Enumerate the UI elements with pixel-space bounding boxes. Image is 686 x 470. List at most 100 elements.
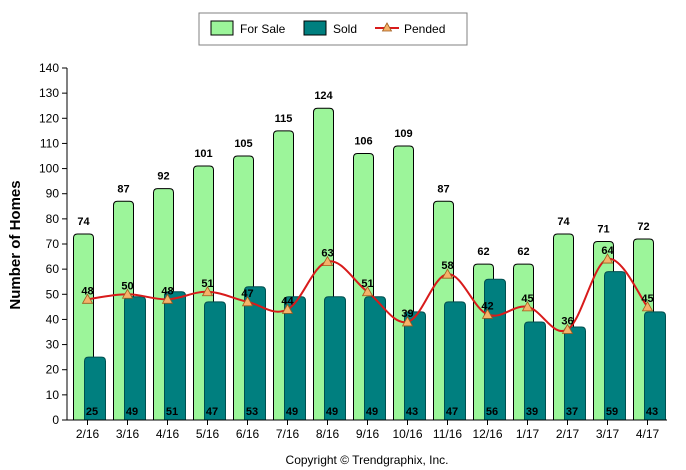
pended-value-label: 36: [561, 315, 573, 327]
pended-value-label: 45: [521, 293, 533, 305]
x-tick-label: 3/17: [596, 427, 620, 441]
y-tick-label: 30: [46, 338, 60, 352]
x-tick-label: 4/17: [636, 427, 660, 441]
pended-marker: [121, 288, 134, 299]
sold-value-label: 47: [446, 406, 458, 418]
for-sale-value-label: 124: [314, 90, 333, 102]
y-tick-label: 110: [40, 136, 59, 150]
pended-marker: [161, 293, 174, 304]
y-tick-label: 60: [46, 262, 60, 276]
sold-value-label: 49: [326, 406, 338, 418]
x-tick-label: 5/16: [196, 427, 220, 441]
legend-swatch-for-sale: [210, 20, 234, 36]
pended-value-label: 63: [321, 248, 333, 260]
pended-value-label: 39: [401, 308, 413, 320]
y-tick-label: 70: [46, 237, 60, 251]
pended-marker: [641, 301, 654, 312]
x-tick-label: 6/16: [236, 427, 260, 441]
sold-bar: [84, 356, 106, 421]
for-sale-value-label: 87: [437, 183, 449, 195]
sold-value-label: 49: [126, 406, 138, 418]
y-axis-ticks: 0 10 20 30 40 50 60 70 80 90 100 110 120 130 140: [39, 61, 67, 427]
pended-value-label: 47: [241, 288, 253, 300]
sold-bar: [244, 286, 266, 421]
pended-value-label: 51: [201, 278, 213, 290]
sold-value-label: 59: [606, 406, 618, 418]
legend-label-pended: Pended: [404, 22, 445, 36]
pended-value-label: 48: [81, 285, 93, 297]
pended-marker: [321, 255, 334, 267]
data-labels: 74 87 92 101 105 115 124 106 109 87 62 62 74 71 72 25 49…: [77, 90, 658, 418]
x-tick-label: 11/16: [433, 427, 462, 441]
x-tick-label: 10/16: [392, 427, 422, 441]
sold-value-label: 49: [286, 406, 298, 418]
y-tick-label: 90: [46, 187, 60, 201]
x-tick-label: 4/16: [156, 427, 180, 441]
pended-marker: [601, 253, 614, 264]
pended-marker: [281, 303, 294, 314]
sold-bar: [404, 311, 426, 421]
pended-value-label: 42: [481, 300, 493, 312]
x-tick-label: 3/16: [116, 427, 140, 441]
x-tick-label: 2/16: [76, 427, 100, 441]
sold-value-label: 43: [406, 406, 418, 418]
sold-value-label: 49: [366, 406, 378, 418]
y-tick-label: 50: [46, 287, 60, 301]
pended-marker: [561, 323, 574, 334]
for-sale-value-label: 105: [234, 138, 252, 150]
sold-value-label: 39: [526, 406, 538, 418]
sold-bar: [284, 296, 306, 421]
x-tick-label: 12/16: [472, 427, 502, 441]
sold-bar: [164, 291, 186, 421]
for-sale-value-label: 106: [354, 135, 372, 147]
pended-line: [81, 253, 654, 334]
sold-bar: [204, 301, 226, 421]
for-sale-value-label: 101: [194, 148, 212, 160]
pended-marker: [401, 316, 414, 327]
legend-swatch-sold: [303, 20, 327, 36]
x-tick-label: 8/16: [316, 427, 340, 441]
pended-marker: [201, 285, 214, 297]
pended-marker: [241, 296, 254, 307]
sold-value-label: 37: [566, 406, 578, 418]
pended-marker: [81, 293, 94, 304]
for-sale-value-label: 87: [117, 183, 129, 195]
pended-marker: [361, 285, 374, 297]
sold-bar: [444, 301, 466, 421]
pended-marker: [481, 308, 494, 319]
for-sale-value-label: 115: [275, 113, 293, 125]
pended-value-label: 64: [601, 245, 614, 257]
y-tick-label: 0: [52, 413, 59, 427]
sold-bar: [364, 296, 386, 421]
y-tick-label: 10: [46, 388, 60, 402]
for-sale-value-label: 109: [394, 128, 412, 140]
sold-value-label: 53: [246, 406, 258, 418]
legend: For Sale Sold Pended: [198, 12, 468, 46]
pended-value-label: 58: [441, 260, 453, 272]
pended-value-label: 45: [641, 293, 653, 305]
copyright-text: Copyright © Trendgraphix, Inc.: [286, 453, 449, 467]
sold-value-label: 25: [86, 406, 98, 418]
pended-marker: [441, 268, 454, 279]
for-sale-value-label: 62: [477, 246, 489, 258]
for-sale-value-label: 71: [597, 223, 609, 235]
for-sale-value-label: 72: [637, 221, 649, 233]
legend-marker-pended: [381, 22, 393, 32]
y-tick-label: 120: [39, 111, 59, 125]
sold-value-label: 43: [646, 406, 658, 418]
y-tick-label: 100: [39, 162, 59, 176]
pended-value-label: 50: [121, 280, 133, 292]
y-tick-label: 40: [46, 312, 60, 326]
legend-label-for-sale: For Sale: [240, 22, 286, 36]
x-tick-label: 2/17: [556, 427, 580, 441]
pended-marker: [521, 301, 534, 312]
sold-bar: [524, 321, 546, 421]
legend-box: [198, 12, 468, 46]
sold-bar: [604, 271, 626, 421]
for-sale-value-label: 62: [517, 246, 529, 258]
sold-value-label: 56: [486, 406, 498, 418]
sold-value-label: 51: [166, 406, 178, 418]
y-tick-label: 140: [39, 61, 59, 75]
sold-bar: [124, 296, 146, 421]
